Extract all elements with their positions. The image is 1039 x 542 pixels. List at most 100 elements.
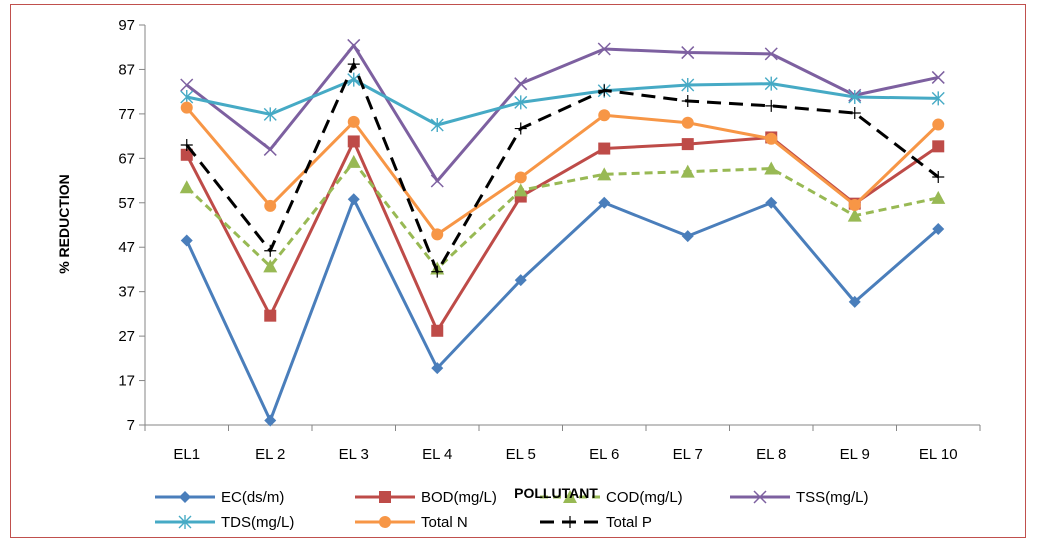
legend-marker [178,515,192,529]
marker-diamond [264,414,277,427]
marker-plus [431,265,444,278]
data-point-ec-ds-m [848,295,861,308]
marker-triangle [263,259,278,273]
data-point-cod-mg-l [263,259,278,273]
data-point-total-p [681,95,694,107]
legend-marker [563,490,577,503]
x-tick-label: EL 8 [756,446,786,463]
series-group [179,38,946,427]
x-tick-label: EL 7 [673,446,703,463]
legend-item-total-p: Total P [540,514,652,531]
data-point-bod-mg-l [347,135,360,148]
y-tick-label: 37 [118,284,135,301]
series-line-ec-ds-m [185,197,940,423]
legend-marker [379,516,391,528]
marker-diamond [848,295,861,308]
legend-marker [753,490,767,504]
marker-plus [514,122,527,135]
data-point-cod-mg-l [513,183,528,197]
marker-square [264,309,277,322]
marker-star [681,78,695,92]
data-point-total-n [431,228,444,241]
marker-plus [264,244,277,257]
marker-square [431,324,444,337]
data-point-total-n [681,116,694,129]
marker-circle [180,101,193,114]
series-line-total-n [185,106,940,236]
marker-diamond [347,193,360,206]
y-tick-label: 97 [118,17,135,34]
y-tick-label: 7 [127,417,135,434]
data-point-total-n [347,115,360,128]
marker-plus [347,58,360,71]
data-point-total-p [848,107,861,119]
marker-diamond [932,223,945,235]
series-line-cod-mg-l [185,160,939,271]
marker-diamond [180,234,193,247]
marker-plus [932,171,945,183]
marker-star [263,107,277,122]
data-point-total-n [765,132,778,145]
marker-plus [598,84,611,97]
data-point-tss-mg-l [180,78,194,92]
marker-diamond [514,274,527,287]
marker-plus [180,139,193,151]
legend-label: Total P [606,514,652,531]
data-point-tss-mg-l [681,46,695,60]
series-line-tds-mg-l [186,78,939,127]
marker-star [931,91,945,106]
marker-x [263,142,277,156]
data-point-ec-ds-m [264,414,277,427]
marker-triangle [931,190,946,204]
data-point-ec-ds-m [180,234,193,247]
marker-triangle [680,164,695,178]
data-point-total-p [514,122,527,135]
x-tick-label: EL 6 [589,446,619,463]
data-point-bod-mg-l [598,142,611,155]
data-point-total-n [598,109,611,122]
data-point-total-n [932,118,945,131]
x-tick-label: EL1 [173,446,200,463]
marker-plus [681,95,694,107]
x-tick-label: EL 9 [840,446,870,463]
marker-diamond [179,491,191,503]
series-tss-mg-l [180,38,945,188]
marker-x [597,42,611,56]
data-point-ec-ds-m [681,230,694,243]
legend: EC(ds/m) BOD(mg/L) COD(mg/L) TSS(mg/L) TDS(m… [155,489,869,531]
marker-plus [765,99,778,112]
marker-circle [848,199,861,211]
x-tick-label: EL 3 [339,446,369,463]
marker-x [514,77,528,91]
data-point-bod-mg-l [180,148,193,161]
data-point-tss-mg-l [347,38,361,52]
marker-triangle [346,154,361,168]
marker-plus [848,107,861,119]
series-line-bod-mg-l [185,135,940,333]
x-axis-title: POLLUTANT [514,485,598,501]
marker-square [598,142,611,155]
series-bod-mg-l [180,131,945,337]
marker-diamond [431,362,444,375]
legend-marker [379,491,391,503]
data-point-total-p [598,84,611,97]
marker-star [514,95,528,110]
marker-circle [264,199,277,212]
data-point-ec-ds-m [765,196,778,209]
legend-label: Total N [421,514,468,531]
data-point-cod-mg-l [346,154,361,168]
marker-square [379,491,391,503]
legend-item-bod-mg-l: BOD(mg/L) [355,489,497,506]
data-point-total-n [180,101,193,114]
data-point-tss-mg-l [764,47,778,61]
data-point-tds-mg-l [848,90,862,104]
y-axis-title: % REDUCTION [56,174,72,274]
data-point-bod-mg-l [932,140,945,153]
series-line-tss-mg-l [185,43,939,183]
y-tick-label: 87 [118,61,135,78]
marker-triangle [847,208,862,222]
marker-square [932,140,945,153]
marker-circle [347,115,360,128]
data-point-cod-mg-l [931,190,946,204]
